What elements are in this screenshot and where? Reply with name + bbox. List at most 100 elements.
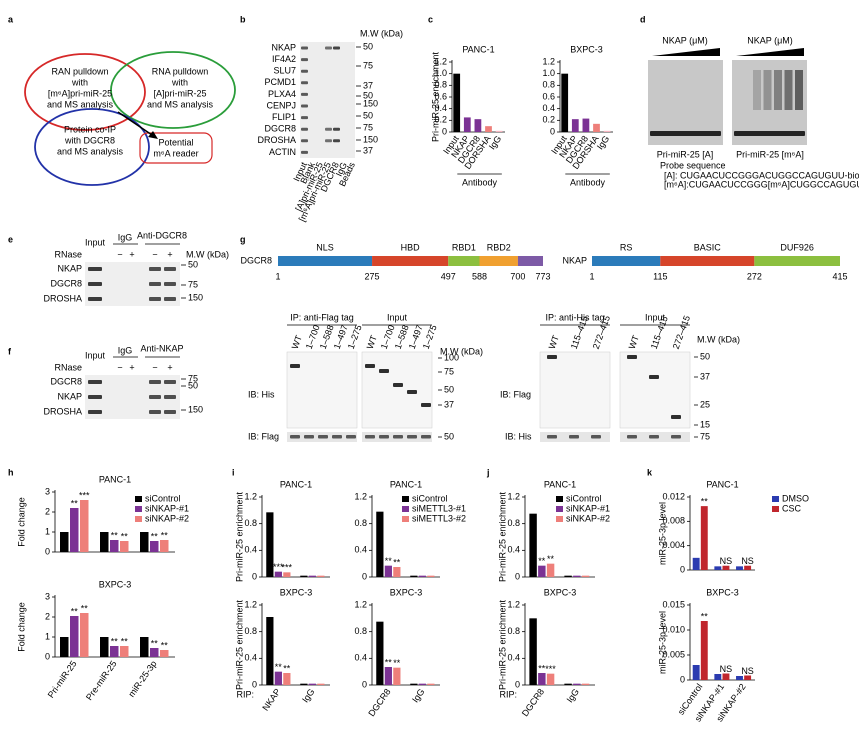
- mw-label: 75: [700, 431, 710, 441]
- blot-band: [346, 435, 356, 439]
- lane-label: IgG: [118, 345, 133, 355]
- significance: **: [161, 530, 169, 540]
- bar: [474, 119, 482, 132]
- blot-band: [325, 46, 332, 50]
- conc-label: NKAP (μM): [747, 35, 793, 45]
- significance: **: [275, 662, 283, 672]
- blot-band: [149, 282, 161, 286]
- significance: **: [111, 530, 119, 540]
- domain-name: HBD: [401, 242, 421, 252]
- bar: [700, 621, 708, 680]
- bar: [393, 667, 401, 685]
- bar: [150, 541, 159, 552]
- bar: [736, 676, 743, 680]
- y-tick-label: 0: [45, 651, 50, 661]
- y-tick-label: 0.4: [354, 545, 367, 555]
- legend-label: siControl: [566, 493, 602, 503]
- lane-label: Input: [85, 237, 106, 247]
- panel-label: k: [647, 467, 653, 477]
- y-tick-label: 0.8: [244, 626, 257, 636]
- legend-swatch: [402, 506, 409, 512]
- bar: [722, 565, 730, 570]
- legend-swatch: [135, 496, 142, 502]
- venn-circle: [34, 108, 150, 186]
- bar: [266, 512, 274, 577]
- bar: [120, 646, 129, 657]
- bar: [160, 540, 169, 552]
- legend-swatch: [402, 496, 409, 502]
- blot-band: [88, 410, 102, 414]
- bar: [70, 616, 79, 657]
- blot-band: [569, 435, 579, 439]
- ib-label: IB: His: [248, 389, 275, 399]
- panel-label: i: [232, 467, 235, 477]
- blot-band: [164, 410, 176, 414]
- mw-label: 37: [363, 80, 373, 90]
- panel-label: e: [8, 234, 13, 244]
- y-tick-label: 2: [45, 611, 50, 621]
- mw-title: M.W (kDa): [697, 334, 740, 344]
- reader-box: [139, 132, 213, 164]
- mw-label: 25: [700, 399, 710, 409]
- y-tick-label: 3: [45, 591, 50, 601]
- y-tick-label: 0.015: [662, 599, 685, 609]
- bar: [714, 566, 722, 570]
- y-tick-label: 0.4: [244, 545, 257, 555]
- protein-label: DROSHA: [43, 406, 82, 416]
- significance: ***: [282, 563, 293, 573]
- bar: [736, 566, 743, 570]
- blot-band: [290, 435, 300, 439]
- bar: [100, 637, 109, 657]
- y-axis-label: miR-25-3p level: [657, 502, 667, 565]
- legend-swatch: [402, 516, 409, 522]
- y-tick-label: 0.4: [507, 545, 520, 555]
- mw-label: 50: [363, 110, 373, 120]
- box-text: Potential: [158, 137, 193, 147]
- chart-title: BXPC-3: [390, 587, 423, 597]
- blot-band: [547, 355, 557, 359]
- domain-position: 1: [275, 271, 280, 281]
- blot: [286, 351, 358, 429]
- protein-label: DROSHA: [43, 293, 82, 303]
- sign: +: [167, 249, 172, 259]
- bar: [160, 650, 169, 657]
- blot-band: [290, 364, 300, 368]
- gel-smear: [763, 70, 772, 110]
- legend-label: siMETTL3-#2: [412, 513, 466, 523]
- bar: [529, 513, 537, 577]
- blot-band: [301, 46, 308, 50]
- blot-band: [547, 435, 557, 439]
- y-tick-label: 0: [362, 679, 367, 689]
- mw-title: M.W (kDa): [186, 249, 229, 259]
- y-tick-label: 0.012: [662, 491, 685, 501]
- domain-segment: [754, 256, 840, 266]
- protein-label: NKAP: [271, 42, 296, 52]
- domain-position: 415: [832, 271, 847, 281]
- arrow: [117, 111, 156, 138]
- blot: [539, 351, 611, 429]
- domain-position: 272: [747, 271, 762, 281]
- bar: [546, 673, 555, 685]
- blot-band: [164, 282, 176, 286]
- venn-text: with: [171, 77, 188, 87]
- mw-label: 50: [444, 384, 454, 394]
- significance: **: [701, 497, 709, 507]
- y-tick-label: 0.6: [434, 91, 447, 101]
- domain-position: 773: [535, 271, 550, 281]
- y-tick-label: 0.008: [662, 516, 685, 526]
- chart-title: PANC-1: [544, 479, 576, 489]
- domain-segment: [372, 256, 449, 266]
- blot-band: [379, 369, 389, 373]
- bar: [60, 532, 69, 552]
- panel-label: h: [8, 467, 14, 477]
- bar: [700, 506, 708, 570]
- significance: ***: [273, 562, 284, 572]
- sign: −: [117, 249, 122, 259]
- y-tick-label: 0: [442, 126, 447, 136]
- legend-label: siNKAP-#2: [566, 513, 610, 523]
- gel-smear: [784, 70, 793, 110]
- blot: [300, 42, 355, 158]
- bar: [564, 683, 572, 685]
- significance: **: [151, 531, 159, 541]
